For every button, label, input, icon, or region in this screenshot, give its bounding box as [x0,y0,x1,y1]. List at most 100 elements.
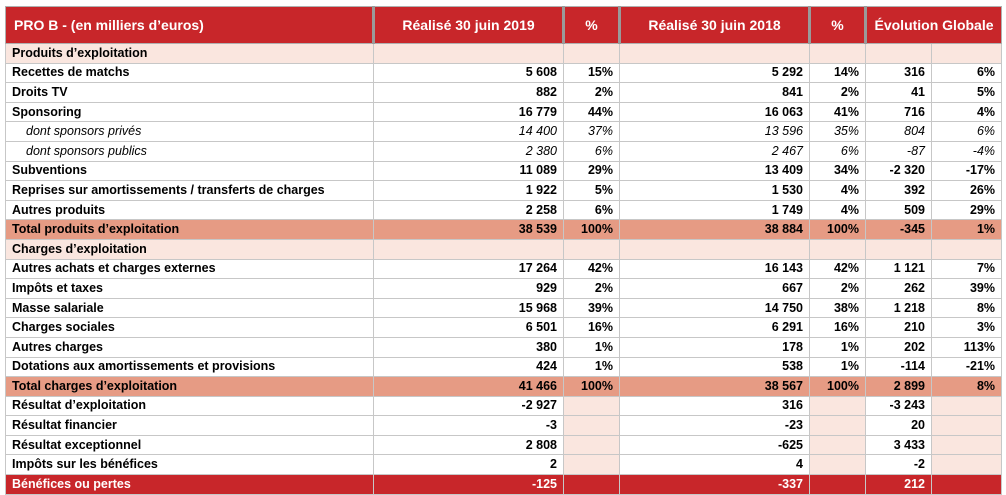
cell-value: 1 218 [865,297,932,319]
cell-value [809,43,866,64]
cell-value: -125 [373,474,564,495]
cell-value: 1 530 [619,180,810,201]
cell-value: 6% [563,199,620,221]
table-row: Autres charges 380 1% 178 1% 202 113% [5,336,1003,358]
cell-value: -2 927 [373,395,564,417]
row-label: Recettes de matchs [5,62,374,84]
row-label: Masse salariale [5,297,374,319]
cell-value: -23 [619,415,810,436]
table-row: Autres achats et charges externes 17 264 4… [5,258,1003,280]
cell-value: 2 [373,454,564,476]
cell-value: 39% [930,278,1003,299]
cell-value: 17 264 [373,258,564,280]
cell-value: 716 [865,101,932,123]
header-evolution: Évolution Globale [863,6,1003,44]
cell-value: -337 [619,474,810,495]
cell-value: 1 121 [865,258,932,280]
cell-value [563,434,620,456]
cell-value: 2 380 [373,140,564,162]
cell-value: 3 433 [865,434,932,456]
cell-value: 41 466 [373,376,564,397]
cell-value: 262 [865,278,932,299]
table-row: Résultat d’exploitation -2 927 316 -3 243 [5,395,1003,417]
cell-value: 38 567 [619,376,810,397]
cell-value: -3 [373,415,564,436]
header-2019: Réalisé 30 juin 2019 [372,6,564,44]
cell-value [930,395,1003,417]
table-row: Subventions 11 089 29% 13 409 34% -2 320 -17% [5,160,1003,182]
cell-value: 44% [563,101,620,123]
cell-value: 3% [930,317,1003,338]
row-label: Bénéfices ou pertes [5,474,374,495]
cell-value: 100% [809,376,866,397]
cell-value: 392 [865,180,932,201]
row-label: Charges d’exploitation [5,238,374,260]
cell-value [563,474,620,495]
table-row: Charges d’exploitation [5,238,1003,260]
cell-value: 538 [619,356,810,378]
cell-value [930,434,1003,456]
cell-value: 380 [373,336,564,358]
cell-value: 509 [865,199,932,221]
cell-value: -17% [930,160,1003,182]
cell-value: -345 [865,219,932,240]
row-label: Autres charges [5,336,374,358]
cell-value [930,474,1003,495]
cell-value: 14 400 [373,121,564,142]
cell-value: 6 501 [373,317,564,338]
cell-value: 2 899 [865,376,932,397]
row-label: dont sponsors publics [5,140,374,162]
cell-value: 2 467 [619,140,810,162]
header-label-column: PRO B - (en milliers d’euros) [5,6,374,44]
cell-value: 6 291 [619,317,810,338]
cell-value [865,43,932,64]
cell-value: -4% [930,140,1003,162]
cell-value: 42% [809,258,866,280]
row-label: Total produits d’exploitation [5,219,374,240]
cell-value: 2% [809,82,866,103]
row-label: Reprises sur amortissements / transferts… [5,180,374,201]
cell-value: 100% [563,376,620,397]
table-body: Produits d’exploitation Recettes de match… [5,43,1003,495]
cell-value: 29% [563,160,620,182]
table-header: PRO B - (en milliers d’euros) Réalisé 30… [5,6,1003,44]
cell-value: 39% [563,297,620,319]
row-label: Droits TV [5,82,374,103]
cell-value: 2% [809,278,866,299]
row-label: Résultat d’exploitation [5,395,374,417]
cell-value: 5 608 [373,62,564,84]
cell-value [809,454,866,476]
cell-value: 7% [930,258,1003,280]
cell-value: 4 [619,454,810,476]
table-row: Dotations aux amortissements et provisio… [5,356,1003,378]
row-label: Autres produits [5,199,374,221]
row-label: Subventions [5,160,374,182]
cell-value: 26% [930,180,1003,201]
cell-value: 316 [619,395,810,417]
table-row: dont sponsors publics 2 380 6% 2 467 6% -87 -4… [5,140,1003,162]
row-label: Impôts et taxes [5,278,374,299]
cell-value: -625 [619,434,810,456]
cell-value [809,474,866,495]
row-label: dont sponsors privés [5,121,374,142]
cell-value: 8% [930,297,1003,319]
cell-value: 1 922 [373,180,564,201]
cell-value: 8% [930,376,1003,397]
cell-value: 37% [563,121,620,142]
cell-value: 38% [809,297,866,319]
cell-value: 1% [563,356,620,378]
cell-value [373,43,564,64]
cell-value: 41 [865,82,932,103]
cell-value: 1% [809,356,866,378]
cell-value [619,238,810,260]
cell-value: 6% [930,121,1003,142]
row-label: Autres achats et charges externes [5,258,374,280]
cell-value: 212 [865,474,932,495]
cell-value: 16 063 [619,101,810,123]
cell-value: 100% [563,219,620,240]
table-row: Reprises sur amortissements / transferts… [5,180,1003,201]
cell-value [809,434,866,456]
cell-value [809,238,866,260]
cell-value: 210 [865,317,932,338]
cell-value: 34% [809,160,866,182]
